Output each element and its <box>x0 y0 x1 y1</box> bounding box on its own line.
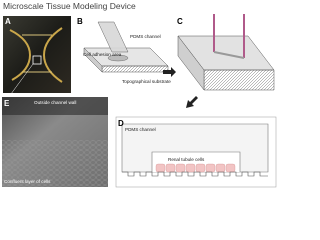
cell <box>175 163 186 173</box>
panel-label: B <box>77 17 83 26</box>
panel-b: B PDMS channel Cell adhesion area Topogr… <box>77 17 171 84</box>
cell <box>215 163 226 173</box>
adhesion-area <box>107 54 129 62</box>
pdms-channel <box>97 21 129 53</box>
device-side <box>177 35 205 91</box>
label: Cell adhesion area <box>83 52 122 57</box>
zoom-line <box>7 63 34 99</box>
cell <box>165 163 176 173</box>
channel-wall <box>2 97 108 115</box>
cell <box>205 163 216 173</box>
substrate-edge <box>101 65 169 73</box>
zoom-box <box>32 55 42 65</box>
cell-layer <box>2 140 108 187</box>
panel-c: C <box>177 14 275 91</box>
label: PDMS channel <box>125 127 156 132</box>
tubing <box>9 29 32 81</box>
cell <box>185 163 196 173</box>
topographical-substrate <box>122 171 268 177</box>
cells <box>155 163 236 173</box>
panel-label: D <box>118 119 124 128</box>
substrate-side <box>83 47 103 73</box>
panel-label: A <box>5 17 11 26</box>
label: PDMS channel <box>130 34 161 39</box>
panel-label: C <box>177 17 183 26</box>
panel-a: A <box>3 16 71 99</box>
cell <box>155 163 166 173</box>
device-front <box>203 69 275 91</box>
label: Outside channel wall <box>34 100 76 105</box>
figure-title: Microscale Tissue Modeling Device <box>3 1 136 11</box>
label: Topographical substrate <box>122 79 171 84</box>
label: Confluent layer of cells <box>4 179 51 184</box>
cell <box>195 163 206 173</box>
panel-label: E <box>4 99 10 108</box>
label: Renal tubule cells <box>168 157 205 162</box>
channel <box>213 51 245 59</box>
panel-d: D PDMS channel Renal tubule cells <box>115 116 277 188</box>
panel-e: E Outside channel wall Confluent layer o… <box>2 97 108 187</box>
figure: Microscale Tissue Modeling Device A B PD… <box>2 1 277 188</box>
arrow <box>163 67 176 77</box>
arrow <box>186 96 198 108</box>
tubing <box>42 27 63 83</box>
cell <box>225 163 236 173</box>
